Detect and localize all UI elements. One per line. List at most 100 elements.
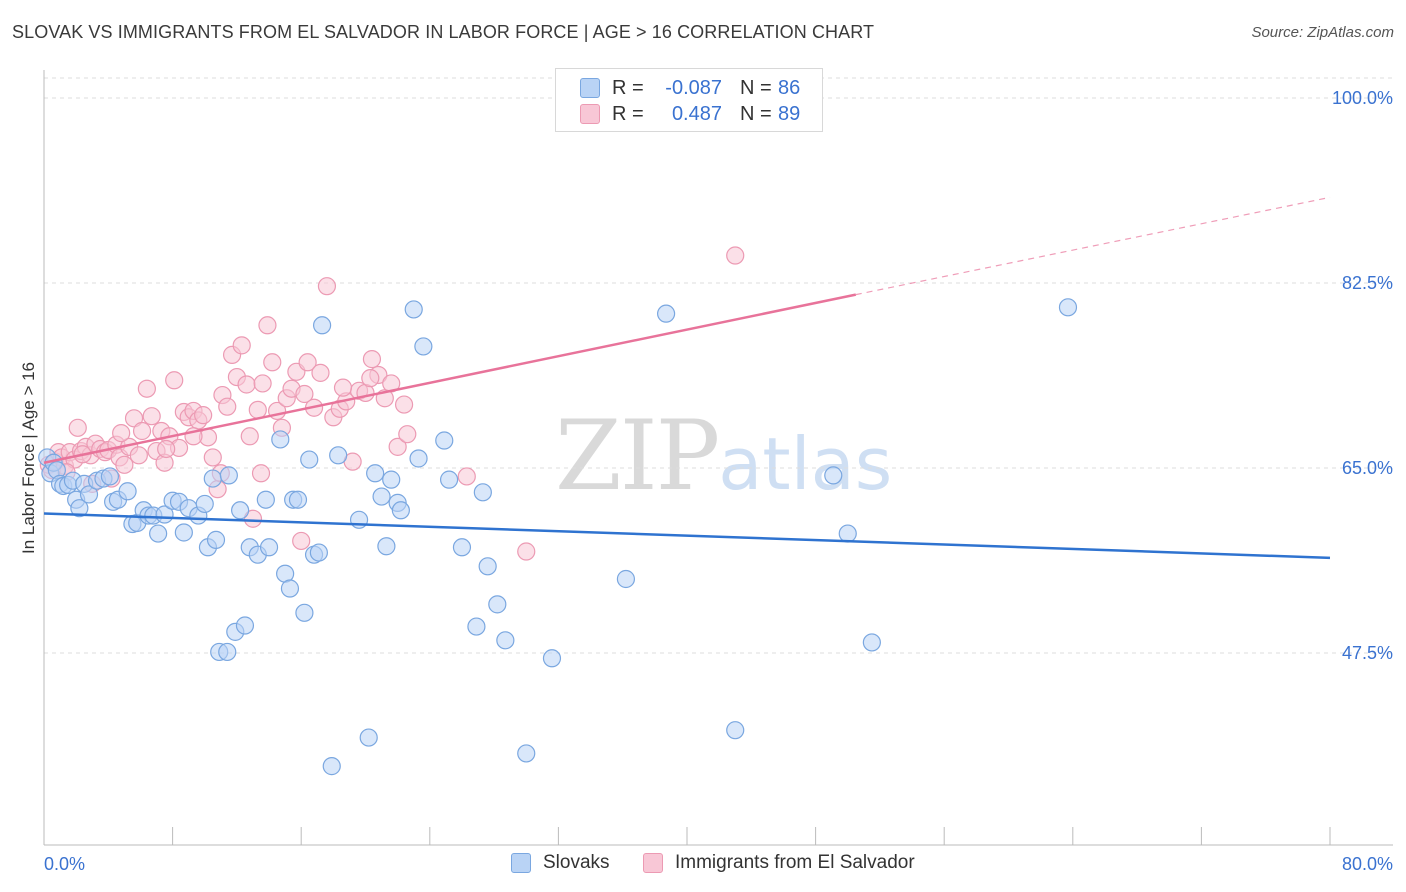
y-axis-label: In Labor Force | Age > 16 <box>19 362 38 554</box>
el-salvador-point <box>115 455 134 474</box>
slovak-point <box>452 538 472 557</box>
slovak-point <box>280 579 300 598</box>
slovak-point <box>542 649 562 668</box>
bottom-legend-label-el-salvador: Immigrants from El Salvador <box>675 852 915 873</box>
el-salvador-point <box>248 400 267 419</box>
legend-swatch-blue <box>580 78 600 98</box>
slovak-point <box>235 616 255 635</box>
slovak-point <box>309 543 328 562</box>
slovak-point <box>174 523 193 542</box>
el-salvador-point <box>243 509 263 528</box>
slovak-point <box>256 490 275 509</box>
slovak-point <box>382 470 401 489</box>
slovak-point <box>312 316 332 335</box>
slovak-trend-line <box>43 512 1331 560</box>
el-salvador-point <box>258 316 277 335</box>
el-salvador-point <box>129 446 148 465</box>
el-salvador-point <box>68 418 87 437</box>
slovak-point <box>300 450 319 469</box>
el-salvador-point <box>457 467 476 486</box>
slovak-point <box>295 603 314 622</box>
el-salvador-point <box>311 363 330 382</box>
slovak-point <box>203 469 222 488</box>
slovak-point <box>231 501 250 520</box>
el-salvador-point <box>251 464 271 483</box>
el-salvador-point <box>240 427 259 446</box>
slovak-point <box>118 482 137 501</box>
slovak-point <box>517 744 536 763</box>
slovak-point <box>79 485 99 504</box>
slovak-point <box>473 483 492 502</box>
el-salvador-point <box>362 350 382 369</box>
slovak-point <box>409 449 428 468</box>
slovak-point <box>322 757 341 776</box>
slovak-point <box>439 470 459 489</box>
slovak-point <box>838 524 857 543</box>
slovak-point <box>259 538 279 557</box>
slovak-point <box>329 446 348 465</box>
el-salvador-point <box>292 531 311 551</box>
el-salvador-point <box>517 542 536 561</box>
legend-n-value: 89 <box>778 102 801 125</box>
bottom-legend-slovaks: Slovaks <box>511 852 610 874</box>
el-salvador-point <box>295 384 314 404</box>
bottom-legend-swatch-blue <box>511 853 531 873</box>
slovak-point <box>377 537 396 556</box>
slovak-point <box>149 524 168 543</box>
slovak-point <box>1058 298 1078 317</box>
el-salvador-point <box>218 397 237 416</box>
correlation-legend: R = -0.087 N = 86 R = 0.487 N = 89 <box>555 68 823 132</box>
x-tick-label: 0.0% <box>44 854 85 874</box>
legend-r-value: -0.087 <box>665 76 722 99</box>
watermark-zip: ZIP <box>555 400 720 512</box>
bottom-legend-swatch-pink <box>643 853 663 873</box>
el-salvador-point <box>394 395 414 414</box>
el-salvador-point <box>361 369 380 388</box>
legend-row-el-salvador: R = 0.487 N = 89 <box>580 102 800 126</box>
slovak-point <box>100 467 120 486</box>
legend-r-label: R = <box>612 102 644 125</box>
slovak-point <box>372 487 391 506</box>
el-salvador-point <box>388 437 407 456</box>
el-salvador-point <box>203 448 222 467</box>
source-label: Source: ZipAtlas.com <box>1251 24 1394 41</box>
x-tick-label: 80.0% <box>1342 854 1393 874</box>
slovak-point <box>70 499 89 518</box>
legend-row-slovaks: R = -0.087 N = 86 <box>580 76 800 100</box>
legend-n-label: N = <box>740 102 772 125</box>
slovak-point <box>435 431 454 450</box>
slovak-point <box>288 490 308 509</box>
y-tick-label: 100.0% <box>1332 88 1393 108</box>
slovak-point <box>271 430 290 449</box>
slovak-point <box>195 494 214 514</box>
slovak-point <box>391 501 410 520</box>
el-salvador-point <box>165 371 184 390</box>
slovak-point <box>467 617 486 636</box>
el-salvador-point <box>132 421 152 441</box>
el-salvador-point <box>333 378 353 397</box>
el-salvador-point <box>142 407 161 426</box>
slovak-point <box>366 464 385 483</box>
slovak-point <box>824 466 843 485</box>
slovak-point <box>206 530 226 549</box>
el-salvador-point <box>298 353 317 372</box>
slovak-point <box>488 595 507 614</box>
watermark: ZIPatlas <box>555 400 892 512</box>
slovak-point <box>496 631 515 650</box>
watermark-atlas: atlas <box>718 422 893 506</box>
legend-n-label: N = <box>740 76 772 99</box>
slovak-point <box>616 569 636 589</box>
slovak-point <box>414 337 433 356</box>
y-tick-label: 47.5% <box>1342 643 1393 663</box>
legend-r-label: R = <box>612 76 644 99</box>
el-salvador-point <box>398 425 417 444</box>
legend-n-value: 86 <box>778 76 801 99</box>
legend-r-value: 0.487 <box>671 102 722 125</box>
el-salvador-point <box>137 379 156 398</box>
slovak-point <box>862 633 881 652</box>
slovak-point <box>218 642 237 662</box>
el-salvador-point <box>317 277 337 296</box>
bottom-legend-label-slovaks: Slovaks <box>543 852 610 873</box>
el-salvador-point <box>232 336 251 355</box>
